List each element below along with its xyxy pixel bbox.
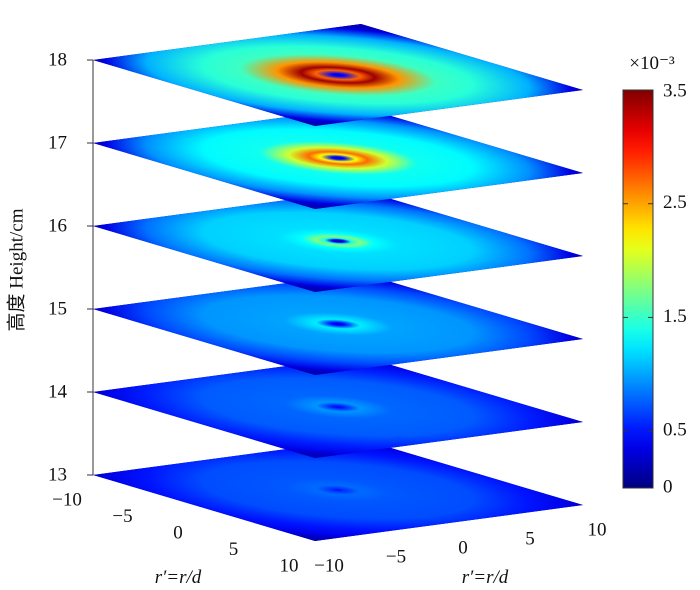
slice-15 xyxy=(93,273,583,375)
colorbar-gradient xyxy=(622,89,654,489)
colorbar-tick-label: 1.5 xyxy=(663,306,687,327)
colorbar-tick-label: 3.5 xyxy=(663,80,687,101)
x-tick-label: 10 xyxy=(280,555,299,576)
y-tick-labels: −10 −5 0 5 10 xyxy=(314,519,606,576)
x-tick-label: −5 xyxy=(112,506,132,527)
x-tick-label: 0 xyxy=(173,522,183,543)
height-tick-label: 17 xyxy=(48,132,67,153)
height-tick-label: 16 xyxy=(48,215,67,236)
slice-plane xyxy=(93,24,583,126)
y-axis-label: r′=r/d xyxy=(462,567,509,588)
height-tick-labels: 13 14 15 16 17 18 xyxy=(48,49,68,485)
y-tick-label: −5 xyxy=(386,546,406,567)
y-tick-label: −10 xyxy=(314,555,344,576)
slice-18 xyxy=(93,24,583,126)
slice-plane xyxy=(93,439,583,541)
x-axis-label: r′=r/d xyxy=(155,567,202,588)
slice-plane xyxy=(93,356,583,458)
height-axis-label: 高度 Height/cm xyxy=(5,208,27,331)
slice-13 xyxy=(93,439,583,541)
slice-plane xyxy=(93,273,583,375)
height-tick-label: 18 xyxy=(48,49,67,70)
slice-16 xyxy=(93,190,583,292)
x-tick-label: −10 xyxy=(52,489,82,510)
y-tick-label: 5 xyxy=(525,528,535,549)
height-tick-label: 14 xyxy=(48,381,68,402)
slice-17 xyxy=(93,107,583,209)
slice-plane xyxy=(93,107,583,209)
colorbar: 0 0.5 1.5 2.5 3.5 xyxy=(622,80,687,497)
y-tick-label: 10 xyxy=(588,519,607,540)
colorbar-exponent: ×10⁻³ xyxy=(629,53,675,74)
height-tick-label: 15 xyxy=(48,298,67,319)
height-axis xyxy=(87,59,94,476)
slice-plane xyxy=(93,190,583,292)
x-tick-labels: −10 −5 0 5 10 xyxy=(52,489,298,576)
slice-stack xyxy=(93,24,583,541)
slice-14 xyxy=(93,356,583,458)
colorbar-tick-label: 0.5 xyxy=(663,420,687,441)
colorbar-tick-label: 0 xyxy=(663,476,673,497)
colorbar-tick-label: 2.5 xyxy=(663,192,687,213)
height-tick-label: 13 xyxy=(48,464,67,485)
y-tick-label: 0 xyxy=(458,537,468,558)
x-tick-label: 5 xyxy=(229,539,239,560)
